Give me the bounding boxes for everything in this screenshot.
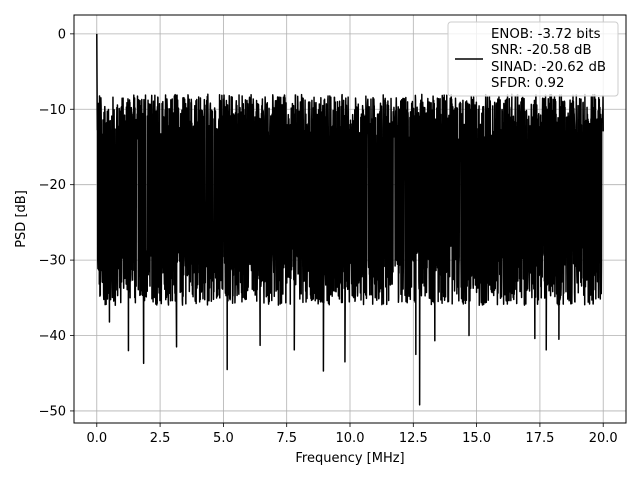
x-tick-label: 17.5 [525,431,554,446]
x-tick-label: 20.0 [589,431,618,446]
x-tick-label: 12.5 [399,431,428,446]
x-tick-label: 7.5 [276,431,297,446]
legend-entry-snr: SNR: -20.58 dB [491,43,592,58]
y-tick-label: −10 [39,103,66,118]
legend-entry-sfdr: SFDR: 0.92 [491,76,564,91]
plot-area [96,33,604,406]
y-tick-label: −30 [39,254,66,269]
x-tick-label: 15.0 [462,431,491,446]
x-axis-ticks: 0.0 2.5 5.0 7.5 10.0 12.5 15.0 17.5 20.0 [86,423,618,446]
series-line [96,33,604,406]
legend-entry-enob: ENOB: -3.72 bits [491,27,601,42]
legend: ENOB: -3.72 bits SNR: -20.58 dB SINAD: -… [447,21,619,97]
y-tick-label: −20 [39,178,66,193]
y-axis-ticks: 0 −10 −20 −30 −40 −50 [39,27,74,419]
y-tick-label: −40 [39,329,66,344]
x-tick-label: 0.0 [86,431,107,446]
y-axis-label: PSD [dB] [14,190,29,248]
legend-entry-sinad: SINAD: -20.62 dB [491,60,606,75]
y-tick-label: 0 [58,27,66,42]
legend-box [447,21,619,97]
x-tick-label: 5.0 [213,431,234,446]
x-tick-label: 2.5 [150,431,171,446]
y-tick-label: −50 [39,404,66,419]
x-axis-label: Frequency [MHz] [295,451,404,466]
x-tick-label: 10.0 [336,431,365,446]
